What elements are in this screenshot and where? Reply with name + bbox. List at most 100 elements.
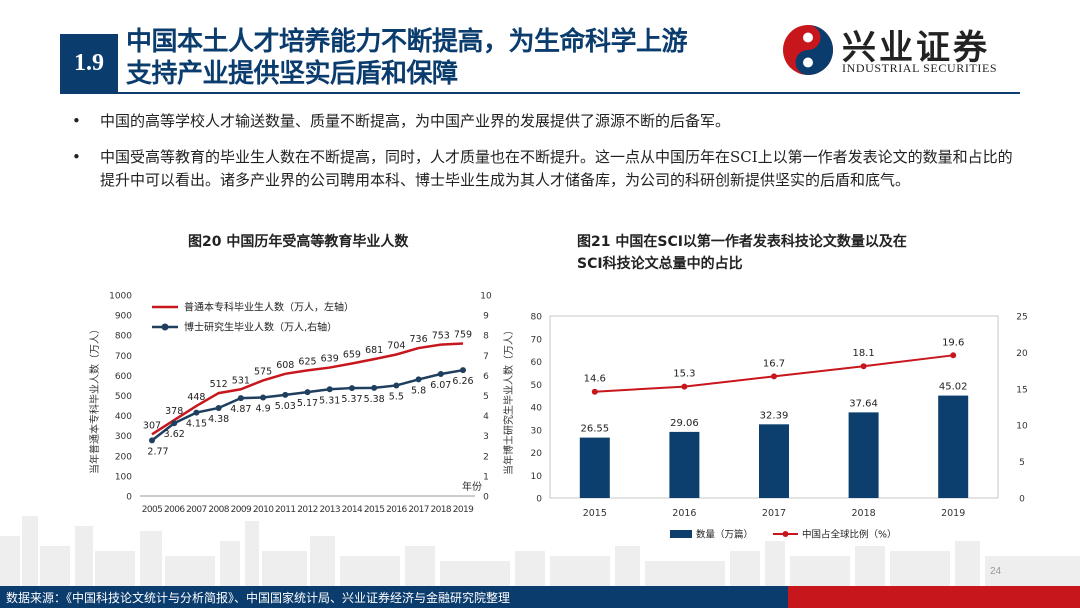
chart1-phd-data-label: 4.38 bbox=[208, 414, 229, 425]
chart2-x-tick-label: 2016 bbox=[672, 508, 696, 519]
chart1-phd-data-label: 5.8 bbox=[411, 385, 426, 396]
bullet-list: • 中国的高等学校人才输送数量、质量不断提高，为中国产业界的发展提供了源源不断的… bbox=[72, 110, 1022, 205]
chart1-undergrad-data-label: 639 bbox=[321, 354, 339, 365]
chart1-right-tick-label: 2 bbox=[483, 452, 489, 462]
chart1-left-tick-label: 300 bbox=[115, 432, 132, 442]
chart2-left-tick-label: 0 bbox=[536, 495, 542, 505]
chart2-left-axis-label: 当年博士研究生毕业人数（万人） bbox=[502, 325, 515, 475]
chart1-x-tick-label: 2012 bbox=[297, 505, 318, 515]
sci-papers-combo-chart: 0 10 20 30 40 50 60 70 80 0 5 10 15 20 25 2015 2016 2017 2… bbox=[502, 313, 1028, 541]
chart1-phd-data-label: 2.77 bbox=[147, 446, 168, 457]
chart2-legend-bar-label: 数量（万篇） bbox=[696, 529, 753, 541]
chart1-phd-data-label: 5.31 bbox=[319, 395, 340, 406]
chart1-phd-point bbox=[460, 367, 466, 374]
chart2-bar bbox=[579, 437, 610, 498]
chart1-phd-point bbox=[149, 437, 155, 444]
chart1-x-tick-label: 2015 bbox=[364, 505, 385, 515]
chart1-right-tick-label: 3 bbox=[483, 432, 489, 442]
chart1-right-tick-label: 1 bbox=[483, 472, 489, 482]
page-title-line-2: 支持产业提供坚实后盾和保障 bbox=[126, 59, 458, 89]
chart2-share-data-label: 15.3 bbox=[673, 369, 695, 380]
chart2-x-tick-label: 2015 bbox=[583, 508, 607, 519]
chart2-left-tick-label: 80 bbox=[531, 313, 543, 323]
bullet-item-1: • 中国的高等学校人才输送数量、质量不断提高，为中国产业界的发展提供了源源不断的… bbox=[72, 110, 1022, 133]
chart1-right-tick-label: 7 bbox=[483, 352, 489, 362]
chart1-phd-point bbox=[326, 386, 333, 393]
chart1-phd-data-label: 5.5 bbox=[389, 391, 404, 402]
chart2-bar bbox=[848, 412, 879, 498]
chart1-legend-label: 博士研究生毕业人数（万人,右轴） bbox=[184, 321, 337, 334]
chart1-left-tick-label: 600 bbox=[115, 372, 132, 382]
chart1-x-tick-label: 2016 bbox=[386, 505, 407, 515]
bullet-item-2: • 中国受高等教育的毕业生人数在不断提高，同时，人才质量也在不断提升。这一点从中… bbox=[72, 146, 1022, 192]
chart2-left-tick-label: 60 bbox=[531, 358, 543, 368]
chart1-x-tick-label: 2010 bbox=[253, 505, 274, 515]
chart1-x-tick-label: 2013 bbox=[319, 505, 340, 515]
chart1-phd-point bbox=[171, 420, 178, 427]
chart2-share-point bbox=[591, 388, 598, 395]
chart1-right-tick-label: 8 bbox=[483, 332, 489, 342]
chart2-left-tick-label: 70 bbox=[531, 335, 543, 345]
page-title-line-1: 中国本土人才培养能力不断提高，为生命科学上游 bbox=[126, 27, 688, 57]
chart1-x-tick-label: 2014 bbox=[342, 505, 363, 515]
chart1-undergrad-data-label: 448 bbox=[187, 392, 205, 403]
chart1-undergrad-data-label: 704 bbox=[387, 340, 405, 351]
chart2-x-tick-label: 2017 bbox=[762, 508, 786, 519]
bullet-text-1: 中国的高等学校人才输送数量、质量不断提高，为中国产业界的发展提供了源源不断的后备… bbox=[100, 112, 731, 130]
chart2-share-point bbox=[771, 373, 777, 380]
chart1-phd-point bbox=[348, 385, 355, 392]
chart2-title-line-1: 图21 中国在SCI以第一作者发表科技论文数量以及在 bbox=[577, 234, 907, 250]
chart1-x-tick-label: 2017 bbox=[408, 505, 429, 515]
chart2-bar-data-label: 26.55 bbox=[580, 424, 609, 435]
chart2-bar bbox=[669, 431, 700, 498]
chart1-phd-data-label: 6.26 bbox=[452, 376, 473, 387]
chart1-right-tick-label: 9 bbox=[483, 312, 489, 322]
chart2-left-tick-label: 50 bbox=[531, 381, 543, 391]
chart2-x-tick-label: 2019 bbox=[941, 508, 965, 519]
chart2-right-tick-label: 0 bbox=[1019, 495, 1025, 505]
chart1-x-tick-label: 2009 bbox=[231, 505, 252, 515]
chart2-right-tick-label: 5 bbox=[1019, 458, 1025, 468]
chart1-x-tick-label: 2018 bbox=[431, 505, 452, 515]
chart1-left-tick-label: 400 bbox=[115, 412, 132, 422]
section-number-badge: 1.9 bbox=[60, 34, 118, 92]
footer-accent bbox=[788, 586, 1080, 608]
chart2-title-line-2: SCI科技论文总量中的占比 bbox=[577, 256, 743, 272]
header-divider bbox=[60, 92, 1020, 94]
chart1-legend-label: 普通本专科毕业生人数（万人，左轴） bbox=[184, 301, 354, 314]
chart2-share-data-label: 18.1 bbox=[852, 348, 874, 359]
chart2-right-tick-label: 10 bbox=[1016, 422, 1028, 432]
chart2-left-tick-label: 10 bbox=[531, 472, 543, 482]
chart1-undergrad-data-label: 681 bbox=[365, 345, 383, 356]
chart2-legend-line-marker bbox=[782, 531, 789, 537]
chart2-bar-data-label: 37.64 bbox=[849, 398, 878, 409]
chart1-right-tick-label: 0 bbox=[483, 493, 489, 503]
chart1-right-tick-label: 6 bbox=[483, 372, 489, 382]
chart2-x-tick-label: 2018 bbox=[852, 508, 876, 519]
chart1-left-tick-label: 800 bbox=[115, 332, 132, 342]
chart2-legend-line-label: 中国占全球比例（%） bbox=[802, 529, 897, 541]
chart2-right-tick-label: 15 bbox=[1016, 385, 1027, 395]
chart1-x-tick-label: 2006 bbox=[164, 505, 185, 515]
chart1-x-tick-label: 2005 bbox=[142, 505, 163, 515]
chart2-share-data-label: 16.7 bbox=[763, 358, 785, 369]
skyline-background bbox=[0, 516, 1080, 586]
chart2-bar bbox=[938, 395, 969, 498]
chart1-phd-data-label: 3.62 bbox=[164, 429, 185, 440]
chart1-undergrad-data-label: 625 bbox=[298, 356, 316, 367]
footer-source: 数据来源：《中国科技论文统计与分析简报》、中国国家统计局、兴业证券经济与金融研究… bbox=[6, 591, 511, 605]
chart1-left-tick-label: 200 bbox=[115, 452, 132, 462]
chart1-left-axis-label: 当年普通本专科毕业人数（万人） bbox=[88, 324, 101, 474]
chart1-phd-point bbox=[260, 394, 267, 401]
page-number: 24 bbox=[990, 566, 1002, 577]
chart1-phd-point bbox=[415, 376, 422, 383]
chart1-phd-data-label: 4.9 bbox=[256, 404, 271, 415]
chart2-bar-data-label: 45.02 bbox=[939, 382, 968, 393]
chart1-phd-data-label: 5.38 bbox=[364, 394, 385, 405]
chart1-x-tick-label: 2019 bbox=[453, 505, 474, 515]
chart1-left-tick-label: 1000 bbox=[109, 292, 132, 302]
bullet-dot-icon: • bbox=[72, 112, 81, 130]
chart2-left-tick-label: 20 bbox=[531, 449, 543, 459]
chart2-share-data-label: 19.6 bbox=[942, 337, 964, 348]
chart2-share-point bbox=[860, 363, 867, 370]
